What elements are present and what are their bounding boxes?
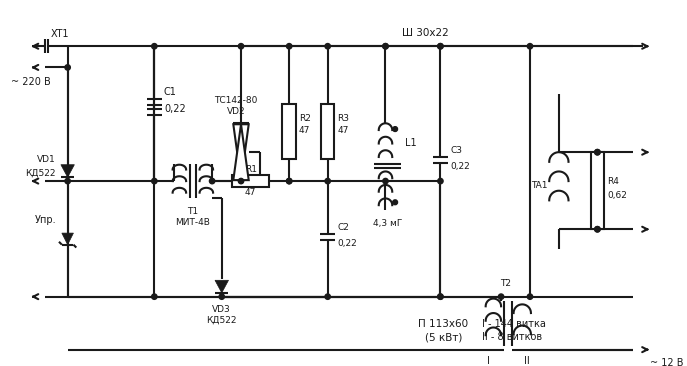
Circle shape bbox=[498, 294, 504, 299]
FancyBboxPatch shape bbox=[232, 175, 269, 187]
Polygon shape bbox=[61, 165, 74, 177]
Text: 47: 47 bbox=[245, 188, 256, 197]
Polygon shape bbox=[234, 124, 249, 180]
Circle shape bbox=[438, 294, 443, 299]
Text: Упр.: Упр. bbox=[34, 214, 56, 225]
Circle shape bbox=[152, 178, 157, 184]
Polygon shape bbox=[234, 124, 249, 180]
Text: (5 кВт): (5 кВт) bbox=[425, 332, 462, 342]
Text: L1: L1 bbox=[405, 138, 416, 147]
FancyBboxPatch shape bbox=[321, 104, 335, 159]
Text: ТС142-80: ТС142-80 bbox=[214, 96, 258, 105]
Text: ~ 12 В: ~ 12 В bbox=[651, 358, 684, 366]
Circle shape bbox=[393, 200, 398, 205]
Circle shape bbox=[152, 294, 157, 299]
Polygon shape bbox=[62, 233, 74, 244]
Circle shape bbox=[438, 44, 443, 49]
Text: II: II bbox=[524, 356, 530, 366]
Text: 47: 47 bbox=[299, 127, 310, 135]
Text: II - 8 витков: II - 8 витков bbox=[482, 332, 542, 342]
Circle shape bbox=[393, 127, 398, 131]
Text: TA1: TA1 bbox=[531, 182, 548, 190]
Text: VD1: VD1 bbox=[37, 156, 56, 164]
Text: КД522: КД522 bbox=[25, 169, 56, 178]
FancyBboxPatch shape bbox=[282, 104, 296, 159]
Circle shape bbox=[528, 44, 532, 49]
Text: П 113х60: П 113х60 bbox=[418, 319, 469, 329]
Text: 4,3 мГ: 4,3 мГ bbox=[373, 219, 402, 228]
FancyBboxPatch shape bbox=[591, 152, 604, 229]
Text: 47: 47 bbox=[337, 127, 349, 135]
Text: 0,62: 0,62 bbox=[607, 191, 627, 200]
Circle shape bbox=[438, 294, 443, 299]
Circle shape bbox=[595, 149, 600, 155]
Circle shape bbox=[219, 294, 225, 299]
Circle shape bbox=[286, 178, 292, 184]
Text: I - 144 витка: I - 144 витка bbox=[482, 319, 545, 329]
Circle shape bbox=[238, 44, 244, 49]
Text: XT1: XT1 bbox=[50, 29, 69, 39]
Text: R3: R3 bbox=[337, 114, 349, 123]
Text: I: I bbox=[487, 356, 490, 366]
Text: ~ 220 В: ~ 220 В bbox=[11, 77, 51, 87]
Text: C2: C2 bbox=[337, 223, 349, 232]
Circle shape bbox=[438, 178, 443, 184]
Circle shape bbox=[383, 178, 388, 184]
Circle shape bbox=[152, 44, 157, 49]
Text: VD3: VD3 bbox=[212, 305, 231, 314]
Text: VD2: VD2 bbox=[227, 107, 245, 116]
Text: МИТ-4В: МИТ-4В bbox=[175, 218, 210, 227]
Circle shape bbox=[286, 178, 292, 184]
Text: C1: C1 bbox=[164, 87, 177, 97]
Text: C3: C3 bbox=[450, 146, 462, 155]
Text: R1: R1 bbox=[245, 165, 257, 174]
Text: 0,22: 0,22 bbox=[337, 239, 357, 248]
Text: 0,22: 0,22 bbox=[450, 162, 470, 171]
Circle shape bbox=[325, 178, 330, 184]
Circle shape bbox=[238, 178, 244, 184]
Text: 0,22: 0,22 bbox=[164, 104, 185, 114]
Circle shape bbox=[210, 178, 215, 184]
Circle shape bbox=[595, 227, 600, 232]
Text: КД522: КД522 bbox=[207, 315, 237, 324]
Text: T2: T2 bbox=[500, 279, 511, 288]
Circle shape bbox=[325, 294, 330, 299]
Circle shape bbox=[438, 44, 443, 49]
Text: R4: R4 bbox=[607, 176, 619, 186]
Text: R2: R2 bbox=[299, 114, 311, 123]
Circle shape bbox=[595, 227, 600, 232]
Circle shape bbox=[528, 294, 532, 299]
Circle shape bbox=[383, 44, 388, 49]
Circle shape bbox=[65, 178, 70, 184]
Circle shape bbox=[325, 44, 330, 49]
Text: Ш 30х22: Ш 30х22 bbox=[402, 28, 449, 38]
Circle shape bbox=[286, 44, 292, 49]
Polygon shape bbox=[215, 280, 229, 293]
Circle shape bbox=[383, 44, 388, 49]
Circle shape bbox=[65, 65, 70, 70]
Text: T1: T1 bbox=[188, 208, 199, 216]
Circle shape bbox=[595, 149, 600, 155]
